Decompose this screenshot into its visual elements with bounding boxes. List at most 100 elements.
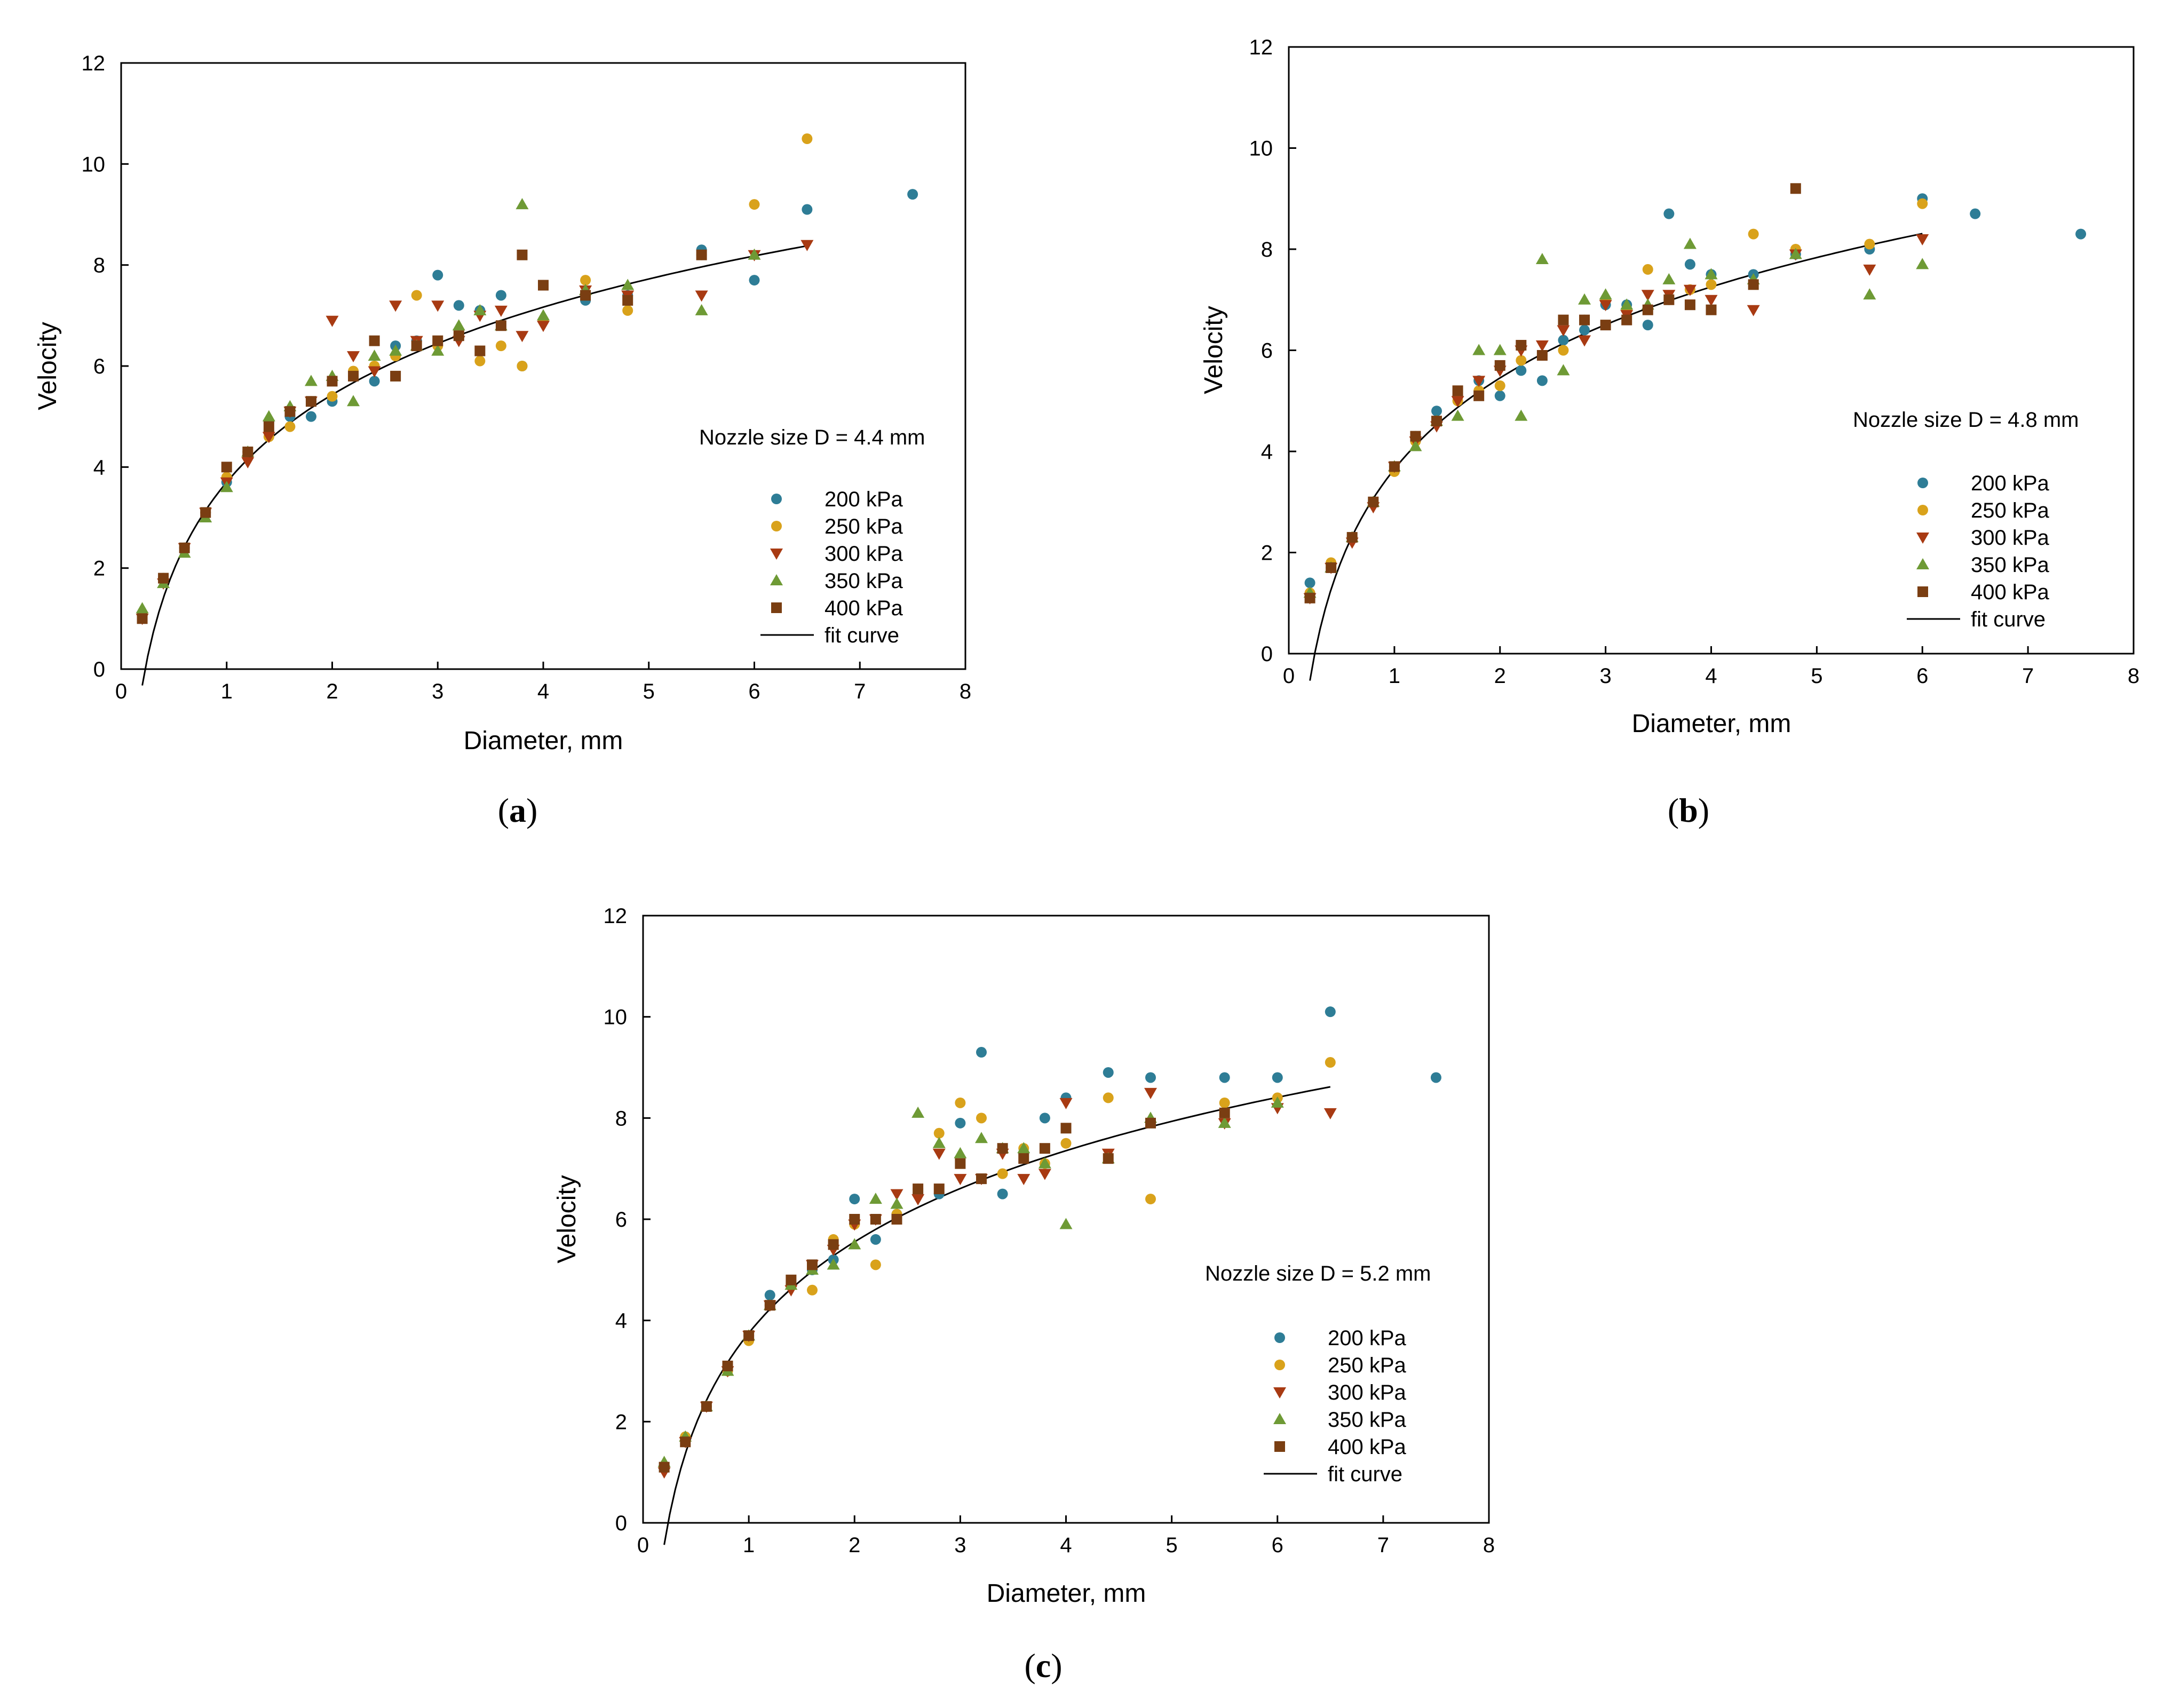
data-point bbox=[800, 240, 814, 251]
data-point bbox=[749, 199, 760, 210]
data-point bbox=[305, 411, 316, 422]
data-point bbox=[1705, 295, 1718, 306]
panel-label: (c) bbox=[1024, 1647, 1062, 1685]
data-point bbox=[1409, 440, 1422, 451]
nozzle-size-annotation: Nozzle size D = 4.8 mm bbox=[1853, 408, 2079, 432]
y-tick-label: 8 bbox=[1261, 238, 1273, 261]
data-point bbox=[1494, 380, 1505, 391]
nozzle-size-annotation: Nozzle size D = 5.2 mm bbox=[1205, 1262, 1431, 1285]
data-point bbox=[389, 300, 402, 312]
data-point bbox=[975, 1132, 988, 1143]
data-point bbox=[955, 1097, 966, 1108]
data-point bbox=[827, 1258, 840, 1270]
data-point bbox=[976, 1173, 987, 1185]
data-point bbox=[431, 300, 445, 312]
data-point bbox=[1368, 496, 1379, 507]
series-400-kpa bbox=[137, 249, 707, 624]
data-point bbox=[453, 300, 464, 311]
data-point bbox=[1705, 268, 1718, 280]
data-point bbox=[411, 290, 422, 301]
data-point bbox=[2075, 228, 2087, 240]
data-point bbox=[749, 275, 760, 286]
data-point bbox=[263, 421, 274, 432]
legend-label: 250 kPa bbox=[1328, 1354, 1407, 1377]
legend-marker-250-kpa bbox=[1274, 1360, 1285, 1370]
data-point bbox=[1621, 314, 1632, 325]
data-point bbox=[580, 290, 591, 301]
data-point bbox=[802, 204, 813, 215]
legend-marker-250-kpa bbox=[1917, 505, 1928, 515]
y-tick-label: 10 bbox=[1249, 137, 1273, 161]
data-point bbox=[1219, 1107, 1230, 1118]
data-point bbox=[327, 376, 338, 387]
x-tick-label: 6 bbox=[1916, 664, 1928, 688]
data-point bbox=[347, 395, 360, 407]
data-point bbox=[1599, 288, 1612, 300]
data-point bbox=[1145, 1072, 1156, 1083]
data-point bbox=[1304, 577, 1315, 589]
data-point bbox=[1494, 390, 1505, 401]
data-point bbox=[807, 1259, 818, 1270]
x-tick-label: 7 bbox=[2022, 664, 2034, 688]
y-tick-label: 10 bbox=[604, 1006, 628, 1029]
data-point bbox=[869, 1193, 882, 1204]
legend-label: 400 kPa bbox=[1971, 581, 2050, 604]
data-point bbox=[368, 349, 381, 361]
data-point bbox=[284, 406, 296, 417]
series-350-kpa bbox=[657, 1096, 1284, 1467]
legend-label: 300 kPa bbox=[1328, 1381, 1407, 1404]
legend-label: 300 kPa bbox=[1971, 526, 2050, 550]
fit-curve-line bbox=[1309, 233, 1923, 681]
legend-label: 400 kPa bbox=[825, 597, 903, 620]
series-250-kpa bbox=[1304, 198, 1928, 599]
data-point bbox=[136, 602, 149, 614]
data-point bbox=[1219, 1072, 1230, 1083]
data-point bbox=[1599, 300, 1612, 312]
legend-marker-350-kpa bbox=[1916, 558, 1929, 569]
data-point bbox=[390, 370, 401, 382]
y-tick-label: 0 bbox=[93, 658, 105, 681]
data-point bbox=[1558, 345, 1569, 356]
data-point bbox=[1748, 228, 1759, 240]
data-point bbox=[870, 1259, 881, 1270]
data-point bbox=[431, 344, 445, 356]
y-tick-label: 12 bbox=[82, 52, 106, 75]
data-point bbox=[1346, 532, 1358, 543]
y-tick-label: 4 bbox=[1261, 440, 1273, 464]
x-tick-label: 5 bbox=[643, 680, 655, 703]
panel-letter: c bbox=[1036, 1647, 1051, 1685]
data-point bbox=[911, 1194, 925, 1206]
data-point bbox=[913, 1183, 924, 1195]
y-axis-title: Velocity bbox=[553, 1175, 581, 1263]
legend-label: 300 kPa bbox=[825, 542, 903, 566]
data-point bbox=[305, 396, 316, 407]
y-tick-label: 2 bbox=[93, 557, 105, 581]
data-point bbox=[1103, 1067, 1114, 1078]
series-250-kpa bbox=[137, 133, 813, 619]
data-point bbox=[1271, 1096, 1284, 1108]
legend-marker-350-kpa bbox=[770, 574, 783, 585]
series-400-kpa bbox=[659, 1107, 1230, 1473]
data-point bbox=[432, 335, 443, 346]
data-point bbox=[621, 279, 635, 290]
legend-label: fit curve bbox=[825, 624, 899, 647]
legend-label: 200 kPa bbox=[825, 488, 903, 511]
legend-marker-200-kpa bbox=[1917, 478, 1928, 488]
data-point bbox=[1325, 1006, 1336, 1018]
data-point bbox=[1706, 304, 1717, 315]
data-point bbox=[1431, 406, 1442, 417]
legend-label: 400 kPa bbox=[1328, 1435, 1407, 1459]
data-point bbox=[1864, 239, 1875, 250]
legend-label: 350 kPa bbox=[825, 569, 903, 593]
data-point bbox=[1683, 284, 1697, 296]
data-point bbox=[1706, 279, 1717, 290]
data-point bbox=[997, 1168, 1008, 1179]
data-point bbox=[516, 331, 529, 343]
series-350-kpa bbox=[136, 198, 761, 614]
data-point bbox=[1789, 248, 1802, 259]
data-point bbox=[1060, 1138, 1072, 1149]
x-tick-label: 7 bbox=[1377, 1534, 1389, 1557]
nozzle-size-annotation: Nozzle size D = 4.4 mm bbox=[699, 426, 925, 449]
